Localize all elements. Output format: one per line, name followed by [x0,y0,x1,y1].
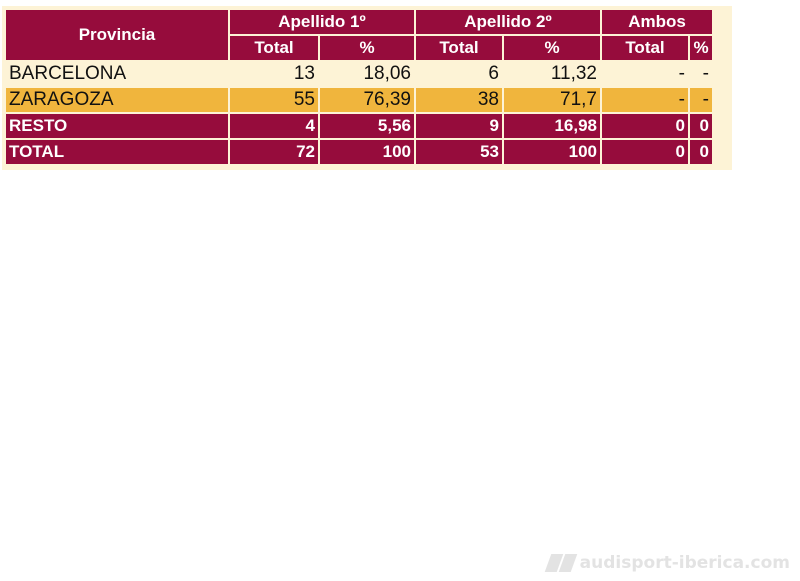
cell-ambos-pct: - [690,88,712,112]
table-row-resto: RESTO 4 5,56 9 16,98 0 0 [6,114,712,138]
cell-apellido-2-total: 53 [416,140,502,164]
cell-apellido-1-pct: 76,39 [320,88,414,112]
watermark-text: audisport-iberica.com [579,553,790,573]
header-apellido-1-total: Total [230,36,318,60]
header-ambos-total: Total [602,36,688,60]
cell-provincia: RESTO [6,114,228,138]
surname-distribution-table-container: Provincia Apellido 1º Apellido 2º Ambos … [2,6,732,170]
cell-provincia: TOTAL [6,140,228,164]
cell-apellido-1-total: 55 [230,88,318,112]
cell-ambos-total: - [602,62,688,86]
cell-ambos-pct: 0 [690,140,712,164]
cell-apellido-2-pct: 71,7 [504,88,600,112]
header-ambos-pct: % [690,36,712,60]
header-provincia: Provincia [6,10,228,60]
cell-ambos-total: 0 [602,140,688,164]
header-apellido-2-total: Total [416,36,502,60]
header-apellido-1-pct: % [320,36,414,60]
cell-apellido-2-total: 38 [416,88,502,112]
cell-ambos-pct: - [690,62,712,86]
cell-apellido-1-total: 4 [230,114,318,138]
surname-distribution-table: Provincia Apellido 1º Apellido 2º Ambos … [4,8,714,166]
table-row-zaragoza: ZARAGOZA 55 76,39 38 71,7 - - [6,88,712,112]
header-ambos: Ambos [602,10,712,34]
audisport-logo-icon [544,554,577,572]
cell-ambos-pct: 0 [690,114,712,138]
cell-apellido-2-total: 6 [416,62,502,86]
cell-apellido-1-pct: 5,56 [320,114,414,138]
header-apellido-2: Apellido 2º [416,10,600,34]
header-apellido-1: Apellido 1º [230,10,414,34]
cell-apellido-1-pct: 18,06 [320,62,414,86]
cell-apellido-1-total: 72 [230,140,318,164]
cell-provincia: ZARAGOZA [6,88,228,112]
watermark: audisport-iberica.com [544,553,790,573]
table-row-total: TOTAL 72 100 53 100 0 0 [6,140,712,164]
cell-apellido-2-pct: 16,98 [504,114,600,138]
table-row-barcelona: BARCELONA 13 18,06 6 11,32 - - [6,62,712,86]
header-row-groups: Provincia Apellido 1º Apellido 2º Ambos [6,10,712,60]
cell-apellido-2-pct: 11,32 [504,62,600,86]
cell-apellido-1-pct: 100 [320,140,414,164]
cell-provincia: BARCELONA [6,62,228,86]
cell-ambos-total: - [602,88,688,112]
cell-apellido-2-total: 9 [416,114,502,138]
header-row-sub: Total % Total % Total % [6,36,712,60]
header-apellido-2-pct: % [504,36,600,60]
cell-apellido-2-pct: 100 [504,140,600,164]
cell-ambos-total: 0 [602,114,688,138]
cell-apellido-1-total: 13 [230,62,318,86]
